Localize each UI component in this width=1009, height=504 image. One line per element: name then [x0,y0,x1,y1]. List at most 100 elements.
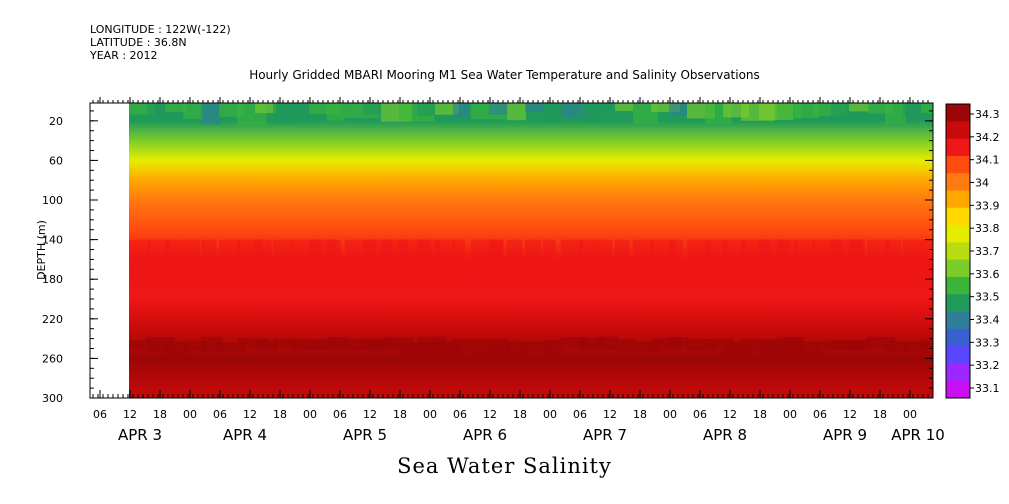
x-day-label: APR 10 [891,426,945,444]
colorbar-label: 33.6 [975,268,1000,281]
surface-blob [543,103,560,123]
colorbar-swatch [946,190,970,209]
x-hour-label: 18 [753,408,767,421]
mid-depth-blob [723,239,745,285]
colorbar-swatch [946,104,970,122]
colorbar-swatch [946,259,970,278]
colorbar-swatch [946,138,970,157]
x-hour-label: 06 [93,408,107,421]
x-hour-label: 00 [903,408,917,421]
y-tick-label: 260 [42,352,63,365]
mid-depth-blob [579,239,599,285]
surface-blob [453,103,470,118]
y-tick-label: 20 [49,115,63,128]
y-tick-label: 140 [42,234,63,247]
deep-high-salinity-band [237,338,269,348]
surface-blob [795,103,819,119]
surface-blob [921,103,933,114]
mid-depth-blob [165,239,183,285]
x-hour-label: 00 [423,408,437,421]
x-hour-label: 00 [543,408,557,421]
surface-blob [507,103,527,121]
mid-depth-blob [795,239,815,285]
colorbar-swatch [946,346,970,364]
mid-depth-blob [597,239,613,285]
x-hour-label: 00 [303,408,317,421]
axes: 20 60 100 140 180 220 260 300 DEPTH (m) 06 12 18 00 0… [35,97,945,444]
y-tick-label: 300 [42,392,63,405]
colorbar-swatch [946,311,970,330]
x-day-label: APR 3 [118,426,162,444]
mid-depth-blob [525,239,542,285]
deep-high-salinity-band [219,342,246,352]
deep-high-salinity-band [507,340,529,355]
colorbar-swatch [946,328,970,347]
colorbar-swatch [946,380,970,399]
surface-blob [183,103,204,119]
colorbar-label: 33.1 [975,382,1000,395]
deep-high-salinity-band [201,336,223,353]
deep-high-salinity-band [921,340,933,349]
surface-blob [669,103,687,116]
colorbar-label: 33.4 [975,314,1000,327]
x-day-label: APR 8 [703,426,747,444]
colorbar-swatch [946,121,970,140]
deep-high-salinity-band [687,339,718,351]
surface-blob [327,103,345,121]
mid-depth-blob [255,239,272,285]
colorbar-label: 33.8 [975,222,1000,235]
colorbar-label: 33.3 [975,336,1000,349]
x-day-label: APR 9 [823,426,867,444]
x-hour-label: 06 [213,408,227,421]
surface-blob [651,103,680,113]
surface-blob [615,103,634,112]
surface-blob [435,103,459,115]
deep-high-salinity-band [309,340,343,350]
mid-depth-blob [129,239,151,285]
mid-depth-blob [435,239,455,285]
x-hour-label: 06 [453,408,467,421]
mid-depth-blob [183,239,200,285]
x-hour-label: 00 [783,408,797,421]
deep-high-salinity-band [327,336,347,349]
x-hour-label: 18 [873,408,887,421]
y-tick-label: 100 [42,194,63,207]
colorbar-label: 33.9 [975,199,1000,212]
x-hour-label: 12 [243,408,257,421]
deep-high-salinity-band [561,336,589,348]
mid-depth-blob [219,239,240,285]
year-label: YEAR : 2012 [90,49,158,62]
colorbar-swatch [946,225,970,243]
y-tick-label: 220 [42,313,63,326]
surface-blob [849,103,870,112]
surface-blob [885,103,906,124]
deep-high-salinity-band [129,339,157,349]
mid-depth-blob [273,239,293,285]
x-hour-label: 12 [603,408,617,421]
deep-high-salinity-band [489,341,510,357]
surface-blob [363,103,396,115]
x-day-label: APR 7 [583,426,627,444]
surface-blob [129,103,155,115]
deep-high-salinity-band [903,341,929,351]
plot-area [90,103,933,398]
surface-blob [273,103,297,124]
mid-depth-blob [543,239,556,285]
x-day-label: APR 6 [463,426,507,444]
x-hour-label: 12 [123,408,137,421]
colorbar-swatch [946,155,970,174]
deep-high-salinity-band [291,339,327,350]
salinity-variations [129,103,933,358]
surface-blob [579,103,603,123]
colorbar-label: 34.2 [975,131,1000,144]
deep-high-salinity-band [651,338,682,350]
deep-high-salinity-band [885,341,908,352]
mid-depth-blob [903,239,923,285]
mid-depth-blob [417,239,441,285]
mid-depth-blob [147,239,170,285]
colorbar-swatch [946,294,970,313]
surface-blob [867,103,894,114]
surface-blob [903,103,927,116]
surface-blob [597,103,617,113]
deep-high-salinity-band [705,339,734,349]
